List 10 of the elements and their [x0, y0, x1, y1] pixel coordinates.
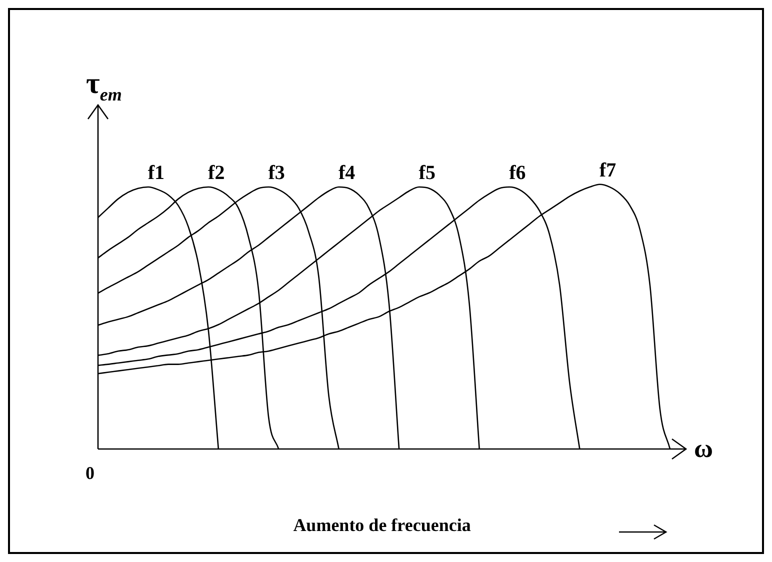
series-label: f4: [338, 162, 356, 184]
text: 0: [86, 463, 94, 483]
series-label: f6: [509, 162, 526, 184]
series-label: f2: [208, 162, 225, 184]
series-label: f3: [268, 162, 285, 184]
series-label: f7: [599, 159, 616, 182]
series-label: f5: [418, 162, 436, 184]
series-label: f1: [148, 162, 165, 184]
x-axis-title: ω: [694, 434, 714, 463]
text: Aumento de frecuencia: [293, 515, 471, 535]
